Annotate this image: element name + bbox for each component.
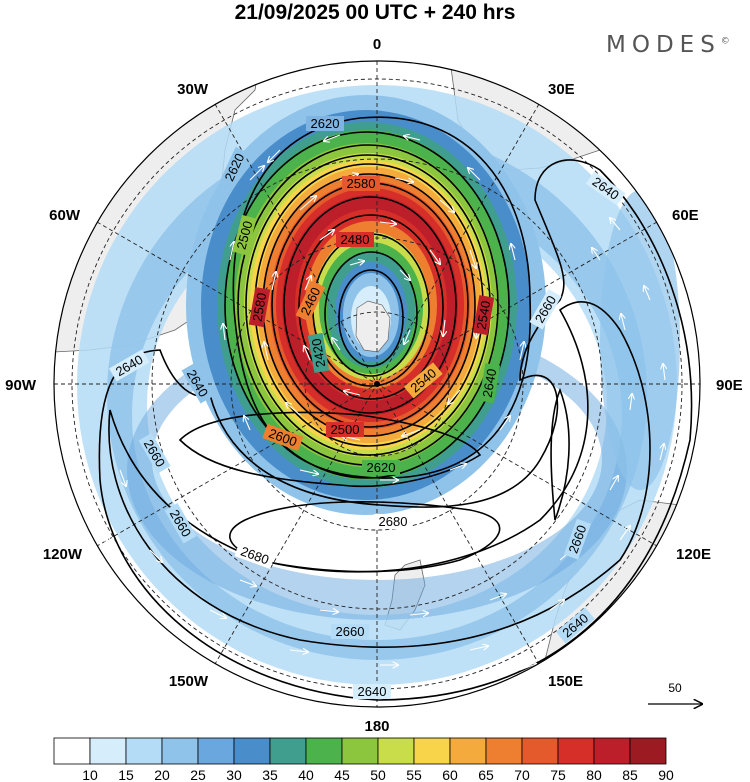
colorbar-swatch xyxy=(377,737,415,765)
contour-label: 2500 xyxy=(232,214,257,256)
lon-label-60w: 60W xyxy=(49,207,81,224)
colorbar-tick-label: 40 xyxy=(298,767,314,782)
svg-text:2500: 2500 xyxy=(331,422,360,437)
map-border xyxy=(53,60,701,708)
reference-vector-label: 50 xyxy=(668,681,682,695)
svg-text:2640: 2640 xyxy=(480,368,500,399)
lon-label-150w: 150W xyxy=(169,673,209,690)
lon-label-90w: 90W xyxy=(5,377,37,394)
colorbar-swatch xyxy=(233,737,271,765)
height-contours xyxy=(98,116,693,701)
svg-text:2660: 2660 xyxy=(336,624,365,639)
reference-vector: 50 xyxy=(648,681,702,704)
contour-label: 2580 xyxy=(342,176,380,191)
contour-2400 xyxy=(338,269,404,367)
contour-label: 2620 xyxy=(306,116,344,131)
brand-name: MODES xyxy=(606,32,721,58)
colorbar-swatch xyxy=(269,737,307,765)
colorbar-tick-label: 75 xyxy=(550,767,566,782)
colorbar-tick-label: 15 xyxy=(118,767,134,782)
contour-label: 2660 xyxy=(331,624,369,639)
contour-label: 2680 xyxy=(374,514,412,529)
colorbar-tick-label: 80 xyxy=(586,767,602,782)
colorbar-swatch xyxy=(197,737,235,765)
colorbar-tick-label: 90 xyxy=(658,767,674,782)
colorbar-tick-label: 20 xyxy=(154,767,170,782)
contour-label: 2540 xyxy=(472,295,495,336)
contour-label: 2640 xyxy=(478,363,501,404)
colorbar-tick-label: 65 xyxy=(478,767,494,782)
svg-text:2620: 2620 xyxy=(367,460,396,475)
svg-text:2620: 2620 xyxy=(311,116,340,131)
contour-2620 xyxy=(232,116,532,479)
longitude-labels: 0 30E 60E 90E 120E 150E 180 150W 120W 90… xyxy=(5,36,743,735)
contour-2460 xyxy=(298,214,444,400)
brand-mark: © xyxy=(720,36,730,47)
colorbar: 10 15 20 25 30 35 40 45 50 55 60 65 70 75 80 85 90 xyxy=(53,737,674,782)
brand-logo: MODES© xyxy=(606,32,730,58)
svg-text:2540: 2540 xyxy=(474,300,494,331)
contour-label: 2500 xyxy=(326,422,364,437)
colorbar-swatch xyxy=(449,737,487,765)
colorbar-tick-label: 25 xyxy=(190,767,206,782)
contour-label: 2620 xyxy=(362,460,400,475)
svg-text:2640: 2640 xyxy=(358,684,387,699)
colorbar-tick-label: 55 xyxy=(406,767,422,782)
colorbar-swatch xyxy=(485,737,523,765)
lon-label-120w: 120W xyxy=(43,546,83,563)
contour-2480 xyxy=(283,196,457,414)
colorbar-swatch xyxy=(557,737,595,765)
contour-label: 2580 xyxy=(248,287,271,328)
map-disk: 2620 2580 2620 2500 2480 2580 2460 2540 … xyxy=(54,61,700,707)
colorbar-tick-label: 45 xyxy=(334,767,350,782)
lon-label-30w: 30W xyxy=(177,81,209,98)
lon-label-150e: 150E xyxy=(548,673,583,690)
lon-label-0: 0 xyxy=(373,36,381,53)
contour-2680-b xyxy=(550,387,570,521)
lon-label-30e: 30E xyxy=(548,81,575,98)
colorbar-swatch xyxy=(125,737,163,765)
svg-text:2580: 2580 xyxy=(347,176,376,191)
colorbar-swatch xyxy=(53,737,91,765)
colorbar-tick-label: 85 xyxy=(622,767,638,782)
colorbar-tick-label: 30 xyxy=(226,767,242,782)
colorbar-tick-label: 70 xyxy=(514,767,530,782)
svg-text:2480: 2480 xyxy=(341,232,370,247)
colorbar-swatch xyxy=(413,737,451,765)
svg-text:2500: 2500 xyxy=(233,219,255,251)
colorbar-swatch xyxy=(305,737,343,765)
south-pole-marker xyxy=(374,381,380,387)
colorbar-tick-label: 10 xyxy=(82,767,98,782)
lon-label-180: 180 xyxy=(364,718,389,735)
colorbar-swatch xyxy=(89,737,127,765)
colorbar-swatch xyxy=(593,737,631,765)
colorbar-tick-label: 35 xyxy=(262,767,278,782)
svg-text:2420: 2420 xyxy=(309,337,329,368)
svg-text:2680: 2680 xyxy=(379,514,408,529)
contour-label: 2420 xyxy=(307,332,330,373)
contour-2660-b xyxy=(178,411,482,488)
lon-label-90e: 90E xyxy=(716,377,743,394)
contour-label: 2480 xyxy=(336,232,374,247)
colorbar-swatch xyxy=(161,737,199,765)
colorbar-tick-label: 60 xyxy=(442,767,458,782)
colorbar-swatch xyxy=(341,737,379,765)
colorbar-swatch xyxy=(521,737,559,765)
inner-land-overlay xyxy=(355,300,391,353)
colorbar-tick-label: 50 xyxy=(370,767,386,782)
lon-label-120e: 120E xyxy=(676,546,711,563)
svg-text:2580: 2580 xyxy=(250,292,270,323)
lon-label-60e: 60E xyxy=(672,207,699,224)
chart-title: 21/09/2025 00 UTC + 240 hrs xyxy=(234,1,516,24)
colorbar-swatch xyxy=(629,737,667,765)
contour-2420 xyxy=(324,251,418,377)
contour-2640 xyxy=(98,159,693,701)
contour-label: 2640 xyxy=(353,684,391,699)
wind-vectors xyxy=(99,135,686,690)
